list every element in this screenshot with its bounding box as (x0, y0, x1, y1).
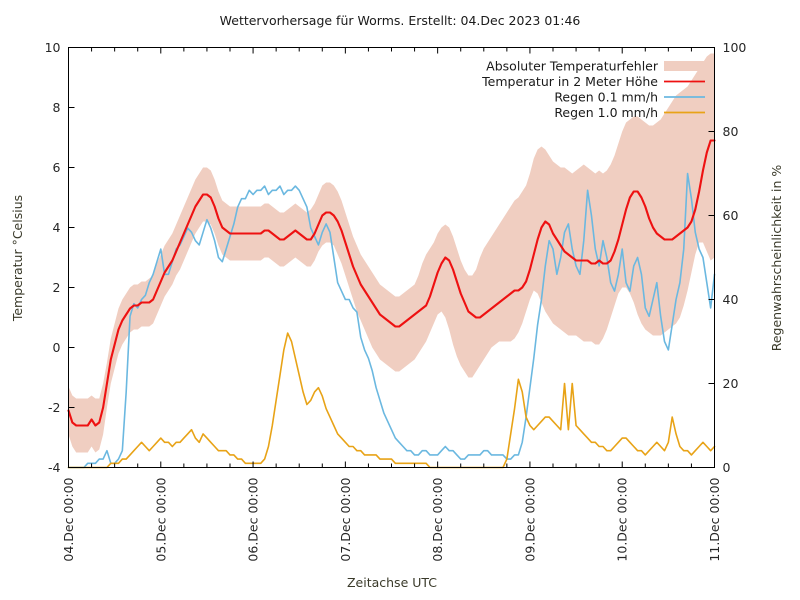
chart-title: Wettervorhersage für Worms. Erstellt: 04… (220, 13, 581, 28)
series-lines (67, 139, 716, 469)
y2-axis-tick-labels: 0 20 40 60 80 100 (723, 40, 747, 475)
y2-axis-tick-label: 40 (723, 292, 739, 307)
legend-item-label: Regen 1.0 mm/h (554, 105, 658, 120)
legend-item-label: Temperatur in 2 Meter Höhe (481, 74, 658, 89)
temperature-error-band-area (68, 53, 715, 453)
x-axis-tick-label: 05.Dec 00:00 (153, 477, 168, 561)
temperature-error-band (68, 53, 715, 453)
x-axis-tick-label: 08.Dec 00:00 (430, 477, 445, 561)
y2-axis-tick-label: 80 (723, 124, 739, 139)
series-line-rain-10 (67, 332, 716, 469)
y-axis-tick-label: 2 (53, 280, 61, 295)
y-axis-tick-label: 0 (53, 340, 61, 355)
x-axis-tick-label: 09.Dec 00:00 (522, 477, 537, 561)
y-axis-tick-label: 4 (53, 220, 61, 235)
legend-item-label: Regen 0.1 mm/h (554, 90, 658, 105)
y-axis-tick-label: 6 (53, 160, 61, 175)
y2-axis-tick-label: 60 (723, 208, 739, 223)
x-axis-tick-label: 04.Dec 00:00 (61, 477, 76, 561)
y-axis-tick-labels: -4 -2 0 2 4 6 8 10 (45, 40, 61, 475)
x-axis-tick-label: 06.Dec 00:00 (246, 477, 261, 561)
y-axis-tick-label: -2 (48, 400, 60, 415)
x-axis-tick-label: 10.Dec 00:00 (615, 477, 630, 561)
legend-item-label: Absoluter Temperaturfehler (486, 59, 659, 74)
y2-axis-title: Regenwahrscheinlichkeit in % (769, 165, 784, 352)
x-axis-tick-label: 11.Dec 00:00 (707, 477, 722, 561)
y-axis-tick-label: 8 (53, 100, 61, 115)
x-axis-tick-labels: 04.Dec 00:00 05.Dec 00:00 06.Dec 00:00 07.D… (61, 477, 722, 561)
y2-axis-tick-label: 20 (723, 376, 739, 391)
axis-ticks (68, 47, 715, 468)
series-line-temperature (67, 139, 716, 427)
x-axis-title: Zeitachse UTC (347, 575, 437, 590)
y-axis-title: Temperatur °Celsius (10, 195, 25, 322)
y-axis-tick-label: 10 (45, 40, 61, 55)
x-axis-tick-label: 07.Dec 00:00 (338, 477, 353, 561)
y2-axis-tick-label: 0 (723, 460, 731, 475)
y2-axis-tick-label: 100 (723, 40, 747, 55)
legend-swatch-band (664, 61, 705, 71)
y-axis-tick-label: -4 (48, 460, 61, 475)
